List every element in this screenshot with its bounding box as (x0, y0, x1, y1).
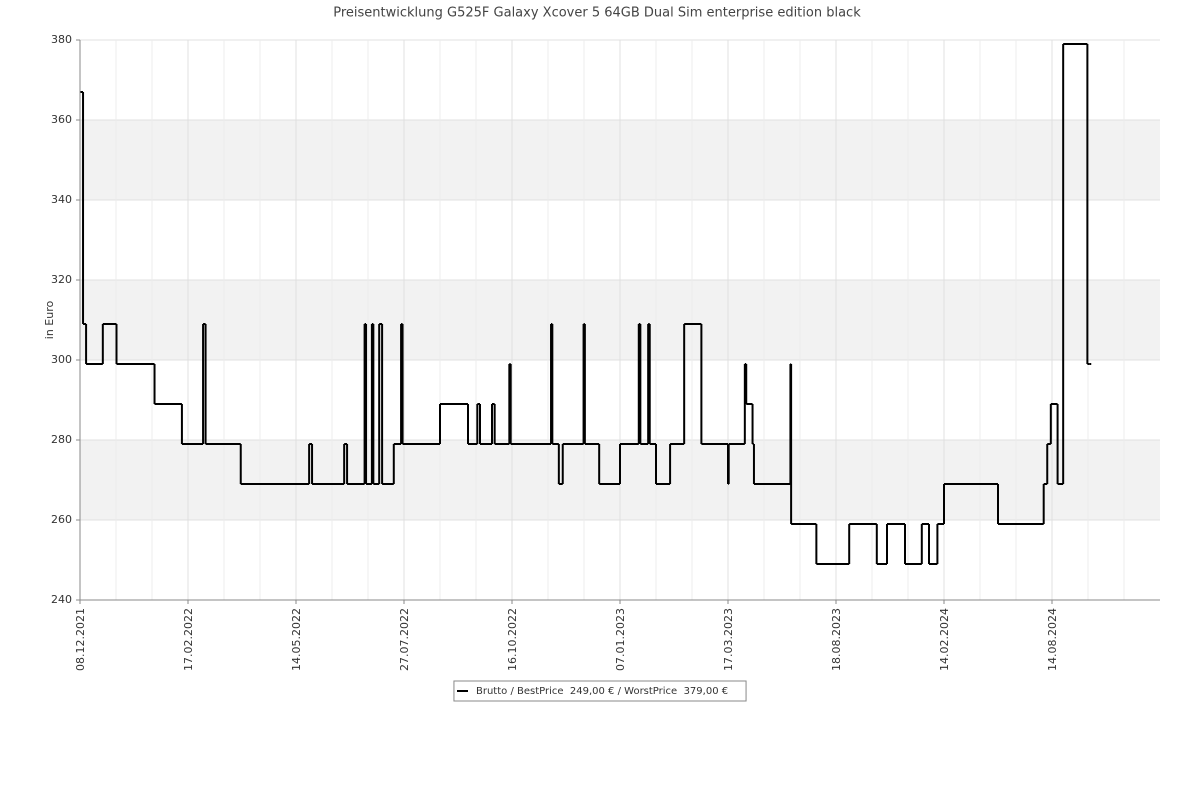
grid (79, 39, 1160, 601)
x-tick-label: 14.05.2022 (290, 608, 303, 671)
y-tick-label: 280 (51, 433, 72, 446)
x-tick-label: 07.01.2023 (614, 608, 627, 671)
y-tick-label: 260 (51, 513, 72, 526)
legend: Brutto / BestPrice 249,00 € / WorstPrice… (453, 680, 747, 702)
x-tick-label: 18.08.2023 (830, 608, 843, 671)
y-tick-label: 300 (51, 353, 72, 366)
plot (80, 43, 1092, 565)
x-tick-label: 27.07.2022 (398, 608, 411, 671)
y-tick-label: 380 (51, 33, 72, 46)
y-tick-label: 360 (51, 113, 72, 126)
x-tick-label: 14.08.2024 (1046, 608, 1059, 671)
x-tick-label: 14.02.2024 (938, 608, 951, 671)
y-tick-label: 240 (51, 593, 72, 606)
legend-box (453, 680, 747, 702)
y-tick-label: 340 (51, 193, 72, 206)
x-tick-label: 16.10.2022 (506, 608, 519, 671)
x-tick-label: 08.12.2021 (74, 608, 87, 671)
y-axis-label: in Euro (43, 301, 56, 340)
x-tick-label: 17.02.2022 (182, 608, 195, 671)
axes: 240 260 280 300 320 340 360 380 08.12.2021 17.02.… (51, 33, 1160, 671)
chart-title: Preisentwicklung G525F Galaxy Xcover 5 6… (333, 6, 861, 21)
legend-label: Brutto / BestPrice 249,00 € / WorstPrice… (476, 686, 728, 697)
y-tick-label: 320 (51, 273, 72, 286)
x-tick-label: 17.03.2023 (722, 608, 735, 671)
